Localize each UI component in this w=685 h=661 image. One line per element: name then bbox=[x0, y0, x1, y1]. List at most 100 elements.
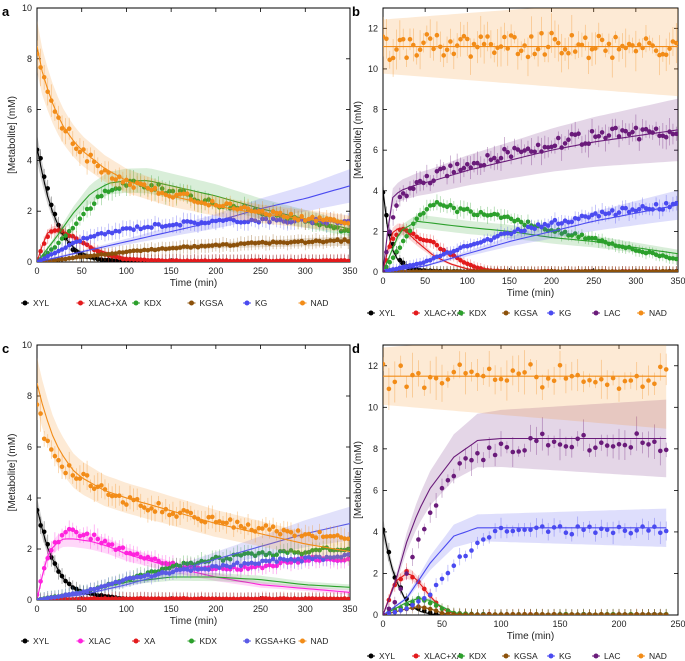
fit-line bbox=[37, 180, 350, 262]
legend-label: LAC bbox=[604, 308, 621, 318]
data-point bbox=[620, 205, 625, 211]
data-point bbox=[231, 562, 236, 567]
data-point bbox=[433, 503, 439, 508]
data-point bbox=[156, 571, 161, 577]
data-point bbox=[120, 578, 126, 583]
data-point bbox=[410, 599, 415, 605]
legend-label: KG bbox=[559, 651, 571, 661]
data-point bbox=[634, 431, 639, 436]
data-point bbox=[52, 245, 58, 250]
data-point bbox=[599, 238, 605, 243]
data-point bbox=[397, 194, 403, 200]
data-point bbox=[596, 134, 602, 139]
data-point bbox=[586, 141, 591, 146]
x-tick-label: 300 bbox=[298, 604, 313, 614]
data-point bbox=[242, 241, 247, 247]
data-point bbox=[634, 373, 639, 379]
data-point bbox=[249, 258, 254, 262]
data-point bbox=[170, 569, 176, 575]
data-point bbox=[142, 596, 147, 600]
data-point bbox=[313, 258, 319, 262]
data-point bbox=[49, 595, 54, 600]
data-point bbox=[593, 211, 598, 216]
data-point bbox=[270, 216, 276, 222]
data-point bbox=[295, 596, 301, 600]
data-point bbox=[95, 194, 101, 199]
data-point bbox=[387, 229, 393, 235]
panel-d: d 0 50 100 150 200 250 0 2 4 6 8 10 12 Time (min) [Meta… bbox=[352, 341, 685, 661]
data-point bbox=[556, 221, 561, 227]
data-point bbox=[117, 580, 122, 585]
data-point bbox=[658, 364, 663, 370]
data-point bbox=[610, 530, 616, 536]
data-point bbox=[188, 568, 194, 573]
data-point bbox=[70, 527, 76, 532]
data-point bbox=[188, 245, 194, 250]
data-point bbox=[256, 220, 262, 225]
data-point bbox=[653, 126, 659, 132]
data-point bbox=[505, 149, 511, 155]
data-point bbox=[231, 525, 236, 530]
data-point bbox=[52, 109, 58, 114]
data-point bbox=[224, 242, 229, 247]
data-point bbox=[461, 165, 467, 171]
data-point bbox=[338, 219, 344, 225]
data-point bbox=[95, 256, 101, 262]
data-point bbox=[149, 596, 154, 600]
data-point bbox=[252, 596, 258, 600]
data-point bbox=[306, 549, 312, 555]
data-point bbox=[556, 269, 561, 272]
data-point bbox=[199, 200, 204, 205]
data-point bbox=[256, 525, 262, 531]
data-point bbox=[238, 205, 244, 211]
data-point bbox=[217, 596, 222, 600]
data-point bbox=[424, 258, 430, 264]
x-tick-label: 200 bbox=[208, 266, 223, 276]
data-point bbox=[551, 525, 557, 530]
data-point bbox=[181, 560, 186, 566]
data-point bbox=[295, 550, 301, 555]
data-point bbox=[534, 438, 539, 444]
data-point bbox=[551, 439, 557, 445]
data-point bbox=[74, 236, 79, 241]
data-point bbox=[145, 185, 151, 191]
data-point bbox=[106, 189, 111, 194]
confidence-band bbox=[37, 573, 350, 600]
data-point bbox=[310, 258, 315, 262]
data-point bbox=[581, 527, 586, 532]
data-point bbox=[599, 612, 604, 615]
data-point bbox=[545, 443, 551, 448]
data-point bbox=[606, 211, 612, 216]
data-point bbox=[206, 514, 211, 520]
data-point bbox=[199, 258, 204, 262]
data-point bbox=[263, 552, 269, 558]
data-point bbox=[471, 212, 477, 217]
data-point bbox=[142, 225, 147, 230]
x-tick-label: 150 bbox=[552, 619, 567, 629]
data-point bbox=[206, 258, 211, 262]
data-point bbox=[163, 560, 169, 566]
data-point bbox=[610, 444, 616, 449]
data-point bbox=[120, 545, 126, 550]
data-point bbox=[149, 183, 154, 188]
data-point bbox=[414, 234, 420, 240]
data-point bbox=[646, 612, 651, 615]
data-point bbox=[159, 596, 165, 600]
y-axis-label: [Metabolite] (mM) bbox=[7, 96, 18, 174]
data-point bbox=[342, 220, 347, 226]
data-point bbox=[49, 555, 54, 560]
data-point bbox=[242, 561, 247, 566]
data-point bbox=[400, 238, 406, 244]
data-point bbox=[636, 207, 642, 212]
x-tick-label: 200 bbox=[544, 276, 559, 286]
x-tick-label: 150 bbox=[502, 276, 517, 286]
data-point bbox=[124, 596, 129, 600]
data-point bbox=[390, 236, 396, 242]
data-point bbox=[167, 246, 172, 251]
data-point bbox=[256, 240, 262, 246]
data-point bbox=[49, 229, 54, 234]
series-kgsa-kg bbox=[37, 506, 350, 600]
data-point bbox=[120, 180, 126, 185]
data-point bbox=[177, 567, 183, 572]
data-point bbox=[458, 167, 463, 173]
